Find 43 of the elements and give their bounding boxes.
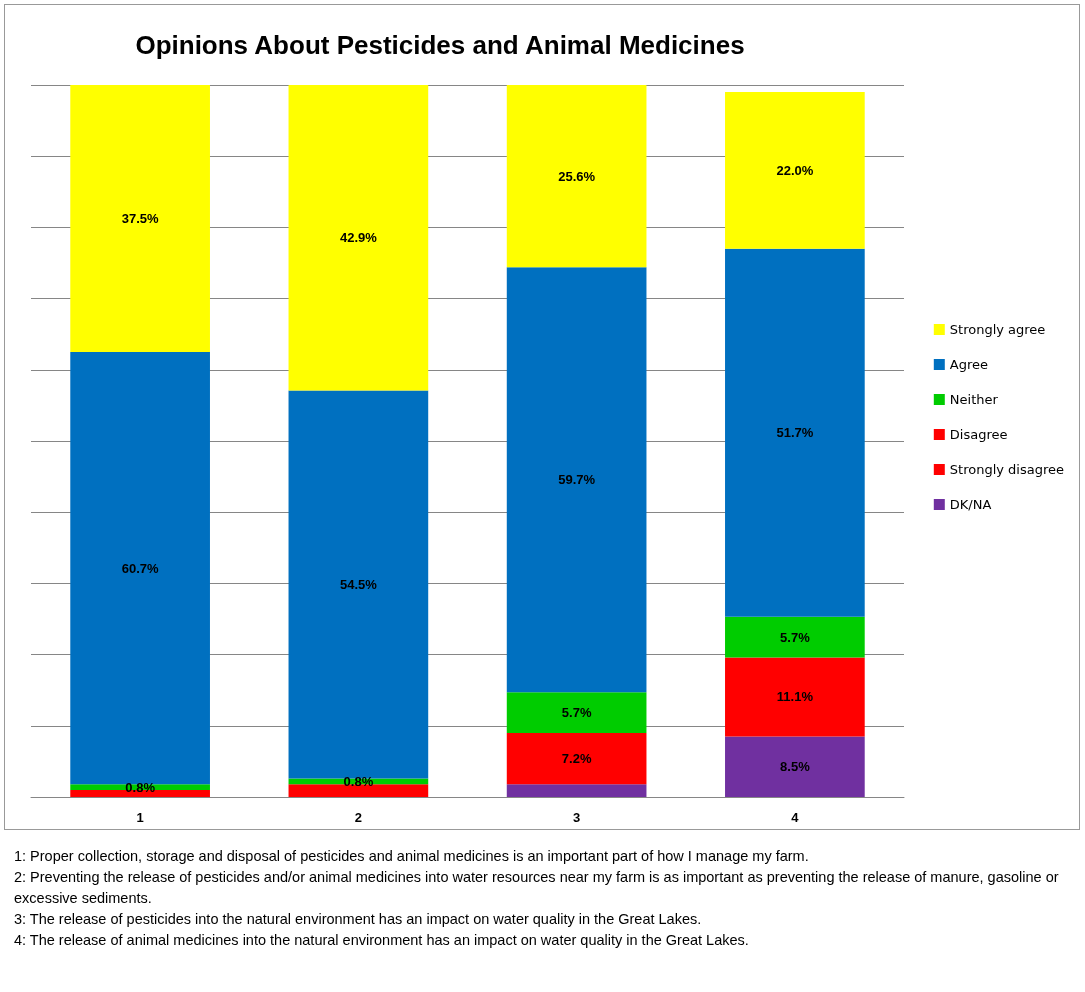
- bar: [288, 85, 429, 391]
- data-label: 42.9%: [339, 230, 378, 246]
- bar: [70, 85, 210, 352]
- data-label: 7.2%: [561, 751, 592, 767]
- x-tick-label: 1: [136, 810, 144, 825]
- bar: [725, 736, 865, 797]
- data-label: 25.6%: [558, 168, 596, 184]
- bar: [725, 657, 865, 737]
- bar: [288, 390, 429, 779]
- data-label: 5.7%: [561, 705, 592, 721]
- bar: [725, 92, 865, 249]
- legend-label: Disagree: [949, 427, 1008, 442]
- bar: [725, 248, 865, 617]
- text: 1: Proper collection, storage and disposal of pesticides and animal medicines is an important part of how I manage my farm.: [14, 847, 810, 866]
- bar: [70, 352, 210, 785]
- bar: [506, 85, 647, 268]
- x-tick-label: 4: [791, 810, 800, 825]
- x-tick-label: 3: [573, 810, 581, 825]
- bar: [506, 732, 647, 785]
- data-label: 54.5%: [339, 576, 378, 592]
- legend-label: Strongly agree: [949, 322, 1046, 337]
- bar: [506, 784, 647, 797]
- bar: [506, 267, 647, 693]
- data-label: 59.7%: [558, 472, 596, 488]
- x-tick-label: 2: [354, 810, 362, 825]
- text: 3: The release of pesticides into the natural environment has an impact on water quality in the Great Lakes.: [14, 910, 703, 929]
- data-label: 22.0%: [776, 162, 814, 178]
- data-label: 8.5%: [780, 759, 811, 775]
- bar: [506, 692, 647, 733]
- bar: [725, 616, 865, 658]
- legend-label: DK/NA: [949, 497, 992, 512]
- text: 4: The release of animal medicines into the natural environment has an impact on water quality in the Great Lakes.: [14, 931, 750, 950]
- chart-title: Opinions About Pesticides and Animal Medicines: [135, 30, 745, 60]
- data-label: 5.7%: [780, 629, 811, 645]
- data-label: 60.7%: [121, 560, 159, 576]
- data-label: 11.1%: [776, 689, 814, 705]
- data-label: 37.5%: [121, 211, 159, 226]
- bar: [288, 784, 429, 797]
- legend-label: Strongly disagree: [949, 462, 1064, 477]
- text: 2: Preventing the release of pesticides and/or animal medicines into water resources near my farm is as important as preventing the release of manure, gasoline or excessive sediments.: [14, 868, 1060, 908]
- legend-label: Agree: [949, 357, 988, 372]
- data-label: 51.7%: [776, 425, 814, 441]
- legend-label: Neither: [949, 392, 999, 407]
